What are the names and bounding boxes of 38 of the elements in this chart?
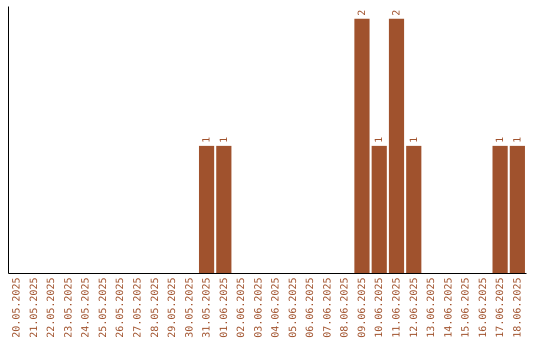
x-tick-label: 16.06.2025 [478, 278, 489, 338]
x-tick-label: 07.06.2025 [322, 278, 334, 338]
x-tick-label: 25.05.2025 [98, 278, 109, 338]
x-tick-label: 21.05.2025 [28, 278, 40, 338]
x-tick-label: 04.06.2025 [270, 278, 282, 338]
data-label: 1 [202, 136, 213, 143]
x-tick-label: 03.06.2025 [253, 278, 264, 338]
x-tick-label: 17.06.2025 [495, 278, 506, 338]
x-tick-label: 28.05.2025 [150, 278, 161, 338]
x-tick-label: 09.06.2025 [356, 278, 368, 338]
x-tick-label: 24.05.2025 [80, 278, 92, 338]
data-label: 2 [392, 10, 402, 16]
x-tick-label: 15.06.2025 [460, 278, 472, 338]
x-tick-label: 26.05.2025 [115, 278, 126, 338]
data-label: 1 [408, 136, 420, 143]
data-label: 1 [218, 136, 230, 143]
x-tick-label: 31.05.2025 [202, 278, 213, 338]
x-tick-label: 29.05.2025 [167, 278, 178, 338]
x-tick-label: 05.06.2025 [288, 278, 299, 338]
x-tick-label: 08.06.2025 [340, 278, 351, 338]
x-tick-label: 18.06.2025 [512, 278, 524, 338]
x-tick-label: 20.05.2025 [12, 278, 23, 338]
x-tick-label: 10.06.2025 [374, 278, 386, 338]
x-tick-label: 13.06.2025 [426, 278, 438, 338]
x-tick-label: 14.06.2025 [443, 278, 454, 338]
data-label: 2 [356, 10, 368, 16]
x-tick-label: 22.05.2025 [46, 278, 58, 338]
x-tick-label: 12.06.2025 [408, 278, 420, 338]
x-tick-label: 27.05.2025 [132, 278, 144, 338]
data-label: 1 [512, 136, 524, 143]
x-tick-label: 01.06.2025 [218, 278, 230, 338]
x-tick-label: 02.06.2025 [236, 278, 248, 338]
x-tick-label: 30.05.2025 [184, 278, 196, 338]
x-tick-label: 23.05.2025 [63, 278, 74, 338]
data-label: 1 [374, 136, 386, 143]
x-tick-label: 11.06.2025 [392, 278, 402, 338]
data-label: 1 [495, 136, 506, 143]
x-tick-label: 06.06.2025 [305, 278, 316, 338]
